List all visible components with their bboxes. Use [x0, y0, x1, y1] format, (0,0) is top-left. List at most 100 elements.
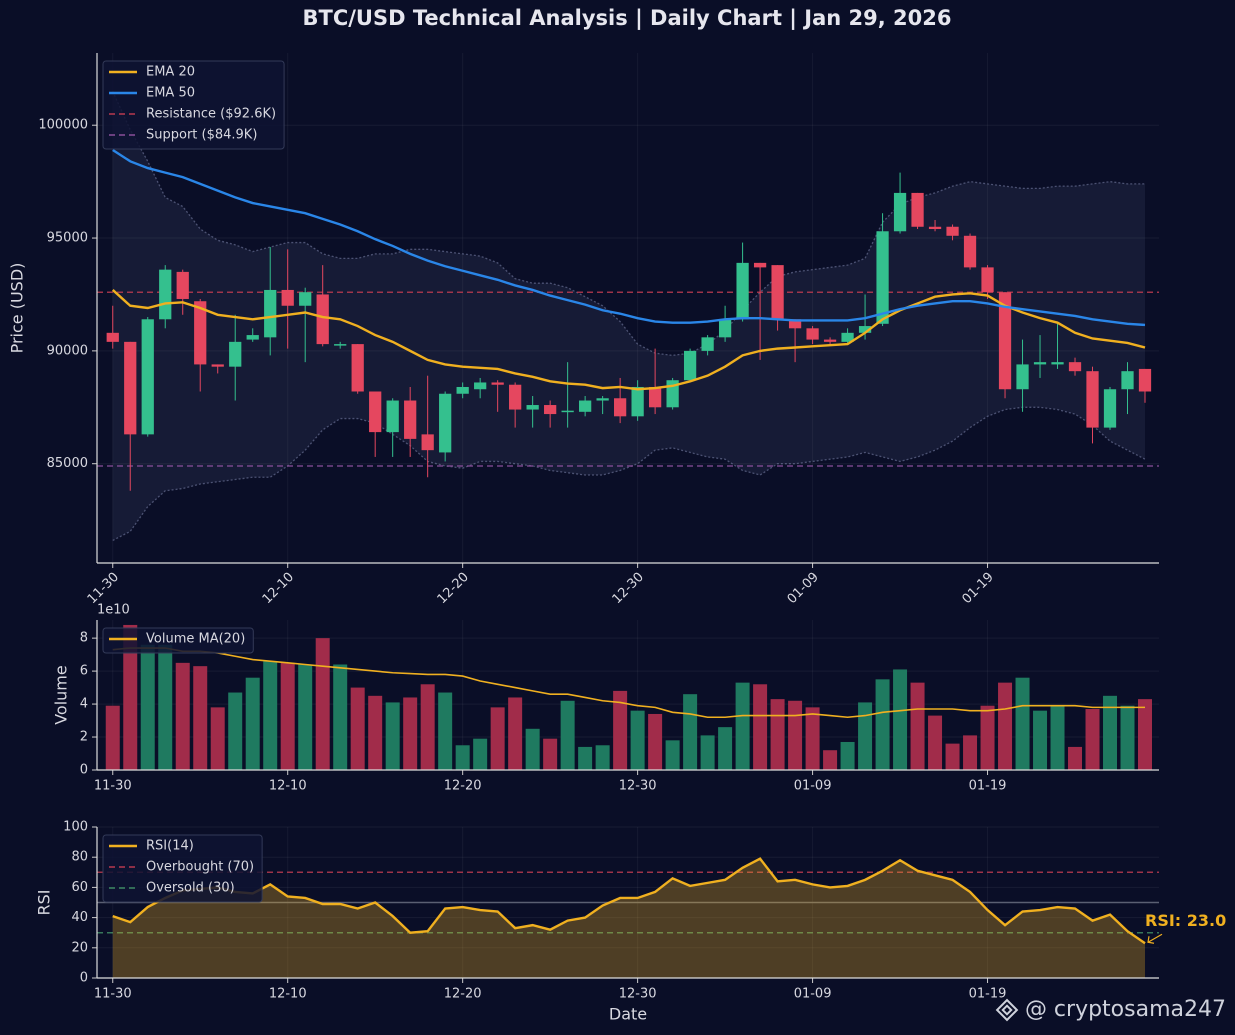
bar: [875, 679, 890, 770]
y-tick-label: 80: [71, 850, 88, 865]
candle-body: [124, 341, 137, 435]
y-tick-label: 6: [80, 664, 88, 679]
candle-body: [858, 326, 872, 333]
bar: [1103, 695, 1118, 770]
legend-label: Volume MA(20): [146, 632, 245, 647]
candle-body: [596, 398, 609, 401]
bar: [1015, 677, 1030, 770]
bar: [910, 682, 925, 770]
bar: [858, 702, 873, 770]
bar: [123, 624, 138, 770]
candle-body: [176, 271, 189, 299]
bar: [595, 745, 610, 770]
bar: [718, 727, 733, 770]
x-tick-label: 12-20: [444, 779, 482, 794]
x-tick-label: 12-20: [444, 987, 482, 1002]
axis-scale-label: 1e10: [97, 603, 130, 618]
candle-body: [701, 337, 714, 351]
y-axis-label: Price (USD): [8, 263, 27, 354]
candle-body: [806, 328, 819, 340]
bar: [193, 666, 208, 770]
watermark: @ cryptosama247: [1025, 997, 1226, 1022]
candle-body: [911, 192, 924, 227]
y-axis-label: RSI: [35, 890, 54, 916]
candle-body: [1033, 362, 1047, 365]
candle-body: [334, 344, 347, 346]
bar: [210, 707, 225, 770]
candle-body: [718, 319, 732, 338]
candle-body: [614, 398, 627, 417]
y-tick-label: 8: [80, 631, 88, 646]
bar: [823, 750, 838, 770]
legend-label: Support ($84.9K): [146, 128, 257, 143]
bar: [368, 695, 383, 770]
candle-body: [246, 335, 259, 340]
bar: [175, 662, 190, 770]
bar: [788, 700, 803, 770]
bar: [490, 707, 505, 770]
bar: [945, 743, 960, 770]
bar: [158, 644, 173, 770]
candle-body: [421, 434, 434, 451]
candle-body: [456, 386, 469, 394]
candle-body: [963, 235, 977, 268]
legend-box: [102, 60, 285, 150]
candle-body: [823, 339, 837, 342]
candle-body: [194, 301, 207, 365]
bar: [1138, 699, 1153, 770]
bar: [560, 700, 575, 770]
x-tick-label: 01-19: [969, 779, 1007, 794]
bar: [1120, 705, 1135, 770]
y-tick-label: 2: [80, 730, 88, 745]
series-line: [112, 647, 1146, 719]
bar: [665, 740, 680, 770]
candle-body: [893, 192, 907, 232]
bar: [1085, 709, 1100, 770]
bar: [613, 690, 628, 770]
candle-body: [771, 265, 784, 320]
candle-body: [1068, 362, 1082, 372]
y-tick-label: 40: [71, 910, 88, 925]
bar: [648, 713, 663, 770]
bar: [683, 694, 698, 770]
bar: [228, 692, 243, 770]
bar: [455, 745, 470, 770]
candle-body: [264, 289, 277, 338]
candle-body: [509, 384, 522, 410]
y-tick-label: 0: [80, 763, 88, 778]
bar: [893, 669, 908, 770]
bar: [735, 682, 750, 770]
bar: [420, 684, 435, 770]
candle-body: [579, 400, 592, 412]
series-line: [111, 289, 1146, 391]
candle-body: [1086, 371, 1099, 428]
candle-body: [474, 382, 487, 390]
y-tick-label: 95000: [47, 231, 88, 246]
y-tick-label: 60: [71, 880, 88, 895]
candle-body: [998, 292, 1012, 390]
candle-body: [876, 231, 889, 324]
candle-body: [211, 364, 224, 367]
bar: [753, 684, 768, 770]
x-tick-label: 12-10: [269, 779, 307, 794]
x-tick-label: 12-30: [619, 779, 657, 794]
candle-body: [1103, 389, 1117, 428]
candle-body: [439, 393, 452, 453]
bar: [770, 699, 785, 770]
legend-label: Oversold (30): [146, 881, 235, 896]
candle-body: [386, 400, 399, 433]
bar: [350, 687, 365, 770]
candle-body: [788, 319, 802, 329]
annotation-arrow: [1147, 933, 1163, 943]
y-tick-label: 100000: [38, 118, 88, 133]
candle-body: [841, 332, 854, 342]
legend-label: RSI(14): [146, 839, 194, 854]
bar: [298, 664, 313, 770]
page-title: BTC/USD Technical Analysis | Daily Chart…: [303, 6, 952, 31]
bar: [805, 707, 820, 770]
band-line: [112, 91, 1146, 357]
bar: [928, 715, 943, 770]
candle-body: [736, 262, 749, 320]
bar: [280, 662, 295, 770]
